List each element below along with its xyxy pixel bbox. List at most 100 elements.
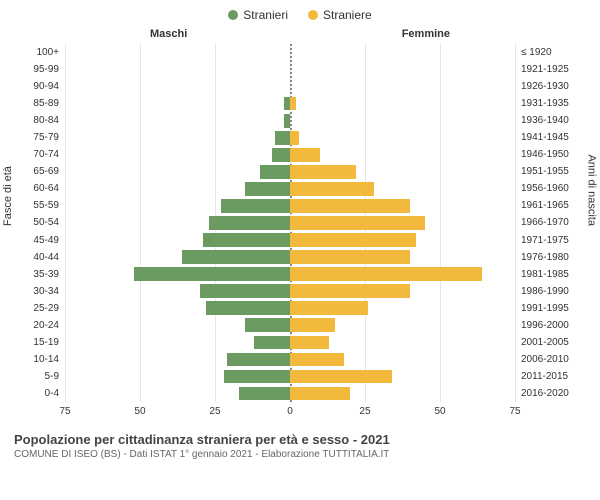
legend-item-female: Straniere: [308, 8, 372, 22]
chart: Maschi Femmine Fasce di età Anni di nasc…: [10, 26, 590, 426]
pyramid-row: 75-791941-1945: [65, 129, 515, 146]
age-label: 60-64: [33, 183, 65, 194]
male-bar: [245, 182, 290, 196]
female-bar: [290, 131, 299, 145]
pyramid-row: 60-641956-1960: [65, 180, 515, 197]
pyramid-row: 85-891931-1935: [65, 95, 515, 112]
female-bar: [290, 284, 410, 298]
x-tick: 50: [134, 406, 145, 417]
age-label: 65-69: [33, 166, 65, 177]
pyramid-row: 80-841936-1940: [65, 112, 515, 129]
age-label: 50-54: [33, 217, 65, 228]
female-bar: [290, 267, 482, 281]
birth-year-label: 1931-1935: [515, 98, 569, 109]
caption: Popolazione per cittadinanza straniera p…: [0, 426, 600, 460]
birth-year-label: 1956-1960: [515, 183, 569, 194]
male-bar: [260, 165, 290, 179]
x-tick: 75: [59, 406, 70, 417]
female-bar: [290, 301, 368, 315]
x-tick: 50: [434, 406, 445, 417]
age-label: 85-89: [33, 98, 65, 109]
birth-year-label: 2016-2020: [515, 388, 569, 399]
birth-year-label: 2001-2005: [515, 337, 569, 348]
birth-year-label: 1996-2000: [515, 320, 569, 331]
age-label: 10-14: [33, 354, 65, 365]
male-bar: [221, 199, 290, 213]
birth-year-label: 1986-1990: [515, 286, 569, 297]
pyramid-row: 10-142006-2010: [65, 351, 515, 368]
birth-year-label: 1971-1975: [515, 235, 569, 246]
pyramid-row: 5-92011-2015: [65, 368, 515, 385]
pyramid-row: 35-391981-1985: [65, 266, 515, 283]
right-axis-label: Anni di nascita: [586, 154, 598, 226]
female-bar: [290, 165, 356, 179]
age-label: 80-84: [33, 115, 65, 126]
birth-year-label: 1966-1970: [515, 217, 569, 228]
pyramid-row: 0-42016-2020: [65, 385, 515, 402]
female-swatch: [308, 10, 318, 20]
female-bar: [290, 216, 425, 230]
x-axis: 7550250255075: [65, 406, 515, 420]
legend: Stranieri Straniere: [0, 0, 600, 26]
birth-year-label: 1946-1950: [515, 149, 569, 160]
pyramid-row: 95-991921-1925: [65, 61, 515, 78]
birth-year-label: 1921-1925: [515, 64, 569, 75]
legend-label-female: Straniere: [323, 8, 372, 22]
male-bar: [275, 131, 290, 145]
female-bar: [290, 148, 320, 162]
x-tick: 75: [509, 406, 520, 417]
age-label: 25-29: [33, 303, 65, 314]
birth-year-label: 2006-2010: [515, 354, 569, 365]
age-label: 20-24: [33, 320, 65, 331]
pyramid-row: 15-192001-2005: [65, 334, 515, 351]
male-swatch: [228, 10, 238, 20]
female-bar: [290, 250, 410, 264]
female-bar: [290, 387, 350, 401]
pyramid-row: 50-541966-1970: [65, 214, 515, 231]
left-axis-label: Fasce di età: [2, 166, 14, 226]
pyramid-row: 70-741946-1950: [65, 146, 515, 163]
female-bar: [290, 182, 374, 196]
age-label: 30-34: [33, 286, 65, 297]
age-label: 95-99: [33, 64, 65, 75]
female-bar: [290, 370, 392, 384]
female-bar: [290, 233, 416, 247]
female-bar: [290, 336, 329, 350]
pyramid-row: 30-341986-1990: [65, 283, 515, 300]
female-bar: [290, 199, 410, 213]
birth-year-label: 2011-2015: [515, 371, 568, 382]
pyramid-rows: 100+≤ 192095-991921-192590-941926-193085…: [65, 44, 515, 402]
pyramid-row: 45-491971-1975: [65, 232, 515, 249]
birth-year-label: 1961-1965: [515, 200, 569, 211]
birth-year-label: 1951-1955: [515, 166, 569, 177]
male-bar: [206, 301, 290, 315]
pyramid-row: 100+≤ 1920: [65, 44, 515, 61]
birth-year-label: 1941-1945: [515, 132, 569, 143]
birth-year-label: 1981-1985: [515, 269, 569, 280]
birth-year-label: 1926-1930: [515, 81, 569, 92]
male-bar: [254, 336, 290, 350]
age-label: 70-74: [33, 149, 65, 160]
female-column-header: Femmine: [402, 28, 450, 40]
male-bar: [272, 148, 290, 162]
male-bar: [227, 353, 290, 367]
age-label: 45-49: [33, 235, 65, 246]
male-bar: [224, 370, 290, 384]
age-label: 75-79: [33, 132, 65, 143]
pyramid-row: 25-291991-1995: [65, 300, 515, 317]
age-label: 5-9: [45, 371, 65, 382]
pyramid-row: 90-941926-1930: [65, 78, 515, 95]
birth-year-label: 1991-1995: [515, 303, 569, 314]
birth-year-label: 1936-1940: [515, 115, 569, 126]
x-tick: 25: [359, 406, 370, 417]
pyramid-row: 55-591961-1965: [65, 197, 515, 214]
female-bar: [290, 318, 335, 332]
male-bar: [245, 318, 290, 332]
male-bar: [203, 233, 290, 247]
age-label: 100+: [36, 47, 65, 58]
female-bar: [290, 353, 344, 367]
age-label: 90-94: [33, 81, 65, 92]
age-label: 15-19: [33, 337, 65, 348]
male-bar: [134, 267, 290, 281]
male-bar: [200, 284, 290, 298]
